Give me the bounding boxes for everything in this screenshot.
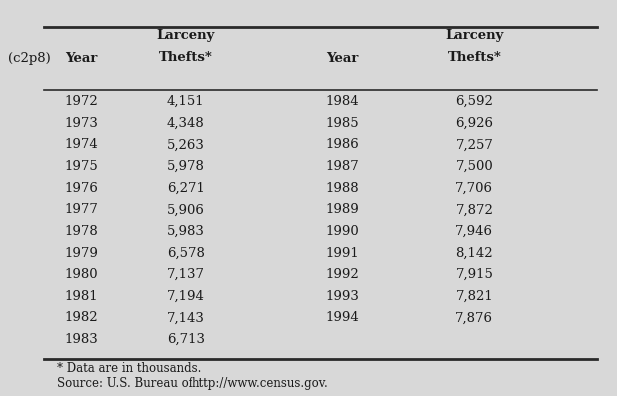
Text: Thefts*: Thefts* bbox=[447, 51, 501, 64]
Text: 1979: 1979 bbox=[64, 247, 98, 259]
Text: 7,915: 7,915 bbox=[455, 268, 493, 281]
Text: 1977: 1977 bbox=[64, 203, 98, 216]
Text: 7,872: 7,872 bbox=[455, 203, 493, 216]
Text: 6,578: 6,578 bbox=[167, 247, 205, 259]
Text: Larceny: Larceny bbox=[157, 29, 215, 42]
Text: 7,194: 7,194 bbox=[167, 290, 205, 303]
Text: http://www.census.gov.: http://www.census.gov. bbox=[192, 377, 329, 390]
Text: 6,592: 6,592 bbox=[455, 95, 493, 108]
Text: 5,983: 5,983 bbox=[167, 225, 205, 238]
Text: Year: Year bbox=[326, 52, 358, 65]
Text: 1994: 1994 bbox=[325, 311, 359, 324]
Text: Year: Year bbox=[65, 52, 97, 65]
Text: 6,271: 6,271 bbox=[167, 182, 205, 195]
Text: 7,143: 7,143 bbox=[167, 311, 205, 324]
Text: 1983: 1983 bbox=[64, 333, 98, 346]
Text: 7,706: 7,706 bbox=[455, 182, 494, 195]
Text: 1982: 1982 bbox=[64, 311, 98, 324]
Text: 1993: 1993 bbox=[325, 290, 359, 303]
Text: 1978: 1978 bbox=[64, 225, 98, 238]
Text: 5,263: 5,263 bbox=[167, 139, 205, 151]
Text: 7,946: 7,946 bbox=[455, 225, 494, 238]
Text: 1992: 1992 bbox=[325, 268, 359, 281]
Text: Source: U.S. Bureau of the Census, at: Source: U.S. Bureau of the Census, at bbox=[57, 377, 285, 390]
Text: 6,926: 6,926 bbox=[455, 117, 494, 130]
Text: 1989: 1989 bbox=[325, 203, 359, 216]
Text: 1987: 1987 bbox=[325, 160, 359, 173]
Text: (c2p8): (c2p8) bbox=[7, 52, 50, 65]
Text: 1975: 1975 bbox=[64, 160, 98, 173]
Text: 1984: 1984 bbox=[326, 95, 359, 108]
Text: Thefts*: Thefts* bbox=[159, 51, 213, 64]
Text: 1973: 1973 bbox=[64, 117, 98, 130]
Text: 1990: 1990 bbox=[325, 225, 359, 238]
Text: 8,142: 8,142 bbox=[455, 247, 493, 259]
Text: 7,257: 7,257 bbox=[455, 139, 493, 151]
Text: 7,821: 7,821 bbox=[455, 290, 493, 303]
Text: 1980: 1980 bbox=[64, 268, 98, 281]
Text: 5,906: 5,906 bbox=[167, 203, 205, 216]
Text: 1974: 1974 bbox=[64, 139, 98, 151]
Text: 1991: 1991 bbox=[325, 247, 359, 259]
Text: * Data are in thousands.: * Data are in thousands. bbox=[57, 362, 201, 375]
Text: 4,348: 4,348 bbox=[167, 117, 204, 130]
Text: 1985: 1985 bbox=[326, 117, 359, 130]
Text: 5,978: 5,978 bbox=[167, 160, 205, 173]
Text: 7,500: 7,500 bbox=[455, 160, 493, 173]
Text: 1986: 1986 bbox=[325, 139, 359, 151]
Text: 6,713: 6,713 bbox=[167, 333, 205, 346]
Text: Larceny: Larceny bbox=[445, 29, 503, 42]
Text: 1976: 1976 bbox=[64, 182, 98, 195]
Text: 1972: 1972 bbox=[64, 95, 98, 108]
Text: 7,876: 7,876 bbox=[455, 311, 494, 324]
Text: 4,151: 4,151 bbox=[167, 95, 204, 108]
Text: 1981: 1981 bbox=[64, 290, 98, 303]
Text: 1988: 1988 bbox=[326, 182, 359, 195]
Text: 7,137: 7,137 bbox=[167, 268, 205, 281]
